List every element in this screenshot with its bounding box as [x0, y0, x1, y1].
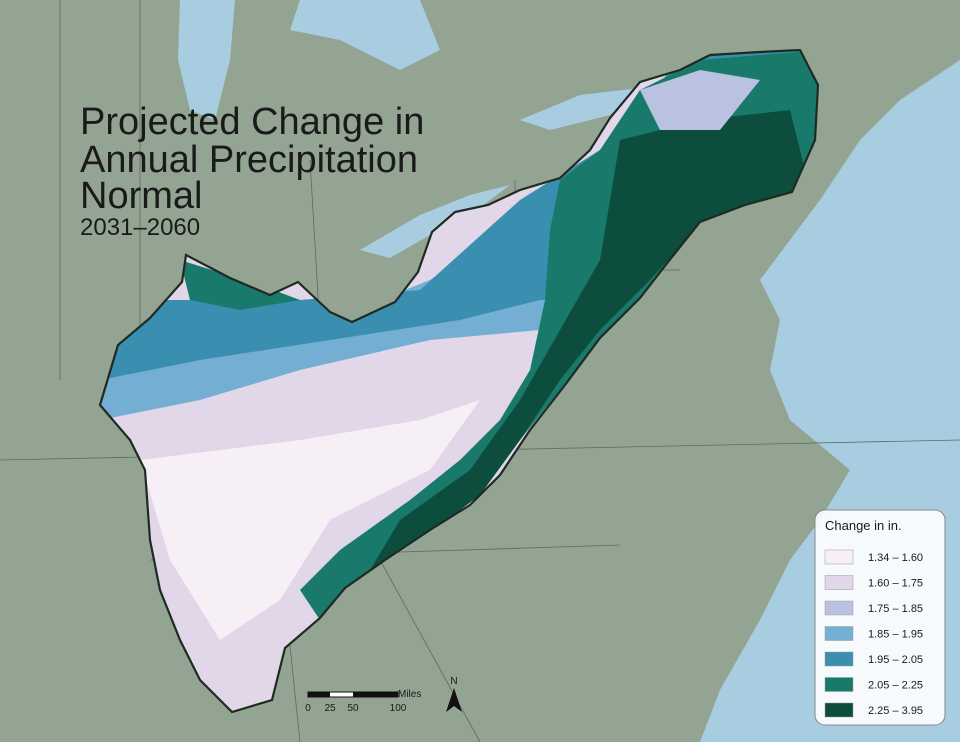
scale-label: 50	[347, 703, 359, 714]
scale-label: 25	[324, 703, 336, 714]
legend-box	[814, 509, 946, 726]
legend-swatch	[824, 549, 854, 565]
lake-ontario	[520, 88, 640, 130]
legend-swatch	[824, 600, 854, 616]
scale-label: 100	[390, 703, 407, 714]
subtitle: 2031–2060	[80, 214, 200, 241]
north-label: N	[450, 676, 457, 687]
north-arrow-icon	[446, 688, 462, 712]
lake-erie	[360, 185, 510, 258]
scale-bar-segment	[353, 692, 398, 697]
legend-swatch	[824, 702, 854, 718]
legend-swatch	[824, 651, 854, 667]
lake-huron	[290, 0, 440, 70]
legend-label: 1.75 – 1.85	[868, 603, 923, 615]
north-arrow: N	[446, 676, 462, 712]
scale-unit: Miles	[398, 689, 421, 700]
title-line: Normal	[80, 175, 202, 217]
lake-michigan	[178, 0, 235, 120]
legend-swatch	[824, 626, 854, 641]
legend-swatch	[824, 575, 854, 590]
legend-label: 2.05 – 2.25	[868, 680, 923, 692]
zone	[640, 70, 760, 130]
title-line: Projected Change in	[80, 101, 424, 143]
legend-label: 1.95 – 2.05	[868, 654, 923, 666]
title-block: Projected Change in Annual Precipitation…	[80, 101, 424, 241]
legend-label: 1.34 – 1.60	[868, 552, 923, 564]
legend: Change in in. 1.34 – 1.60 1.60 – 1.75 1.75…	[814, 509, 946, 726]
legend-swatch	[824, 677, 854, 692]
title-line: Annual Precipitation	[80, 139, 418, 181]
zone	[180, 260, 300, 310]
zone	[140, 400, 480, 640]
scale-bar: Miles 0 25 50 100	[305, 689, 421, 714]
legend-label: 1.60 – 1.75	[868, 578, 923, 590]
legend-label: 2.25 – 3.95	[868, 705, 923, 717]
scale-label: 0	[305, 703, 311, 714]
scale-bar-segment	[308, 692, 330, 697]
legend-label: 1.85 – 1.95	[868, 629, 923, 641]
legend-title: Change in in.	[825, 518, 902, 533]
